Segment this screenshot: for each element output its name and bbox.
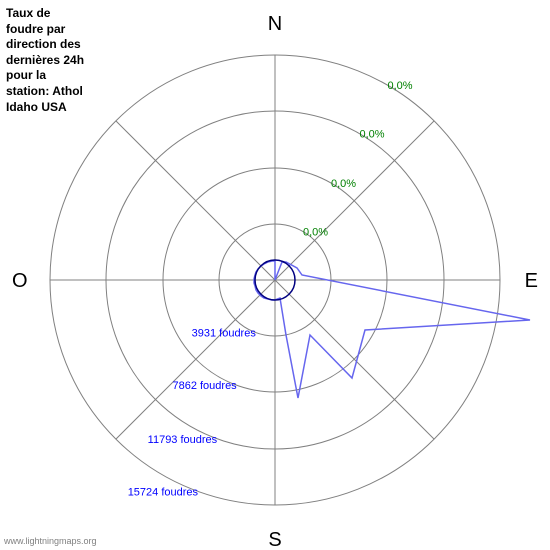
polar-chart: 0,0% 3931 foudres 0,0% 7862 foudres 0,0% 1179… (0, 0, 550, 550)
ring-label-upper: 0,0% (360, 129, 385, 141)
ring-label-lower: 7862 foudres (172, 380, 237, 392)
compass-E: E (525, 270, 538, 292)
ring-label-upper: 0,0% (331, 178, 356, 190)
compass-S: S (268, 529, 281, 550)
compass-O: O (12, 270, 28, 292)
ring-label-upper: 0,0% (388, 80, 413, 92)
ring-label-lower: 3931 foudres (192, 328, 257, 340)
compass-N: N (268, 13, 282, 35)
ring-label-lower: 15724 foudres (128, 486, 199, 498)
ring-label-upper: 0,0% (303, 227, 328, 239)
ring-label-lower: 11793 foudres (148, 434, 218, 446)
